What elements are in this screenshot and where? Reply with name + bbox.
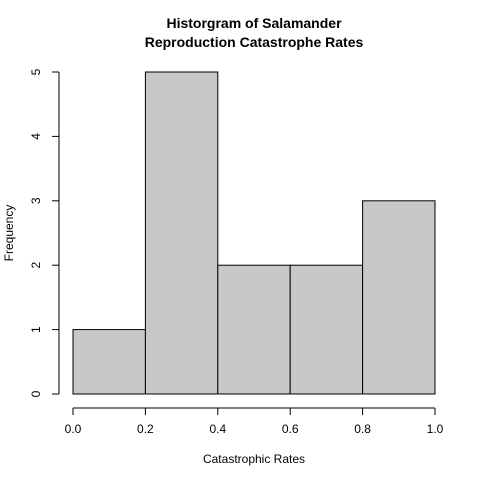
x-axis-label: Catastrophic Rates <box>203 452 305 466</box>
y-axis: 0 1 2 3 4 5 <box>29 68 60 397</box>
y-tick-label-4: 4 <box>29 133 43 140</box>
chart-title-line-1: Historgram of Salamander <box>166 15 342 31</box>
histogram-bar-3 <box>289 264 364 395</box>
histogram-bar-2 <box>217 264 291 395</box>
histogram-bar-4 <box>362 200 436 395</box>
x-tick-label-3: 0.6 <box>282 422 299 436</box>
y-tick-label-1: 1 <box>29 326 43 333</box>
histogram-bar-0 <box>72 329 146 395</box>
chart-title-line-2: Reproduction Catastrophe Rates <box>145 34 364 50</box>
y-tick-label-0: 0 <box>29 390 43 397</box>
y-tick-label-2: 2 <box>29 262 43 269</box>
x-tick-label-2: 0.4 <box>209 422 226 436</box>
x-axis: 0.0 0.2 0.4 0.6 0.8 1.0 <box>65 407 444 436</box>
bars-group <box>72 71 436 395</box>
x-tick-label-0: 0.0 <box>65 422 82 436</box>
histogram-bar-1 <box>144 71 219 395</box>
x-tick-label-5: 1.0 <box>427 422 444 436</box>
y-tick-label-3: 3 <box>29 197 43 204</box>
x-tick-label-4: 0.8 <box>354 422 371 436</box>
x-tick-label-1: 0.2 <box>137 422 154 436</box>
y-axis-label: Frequency <box>2 205 16 262</box>
y-tick-label-5: 5 <box>29 68 43 75</box>
